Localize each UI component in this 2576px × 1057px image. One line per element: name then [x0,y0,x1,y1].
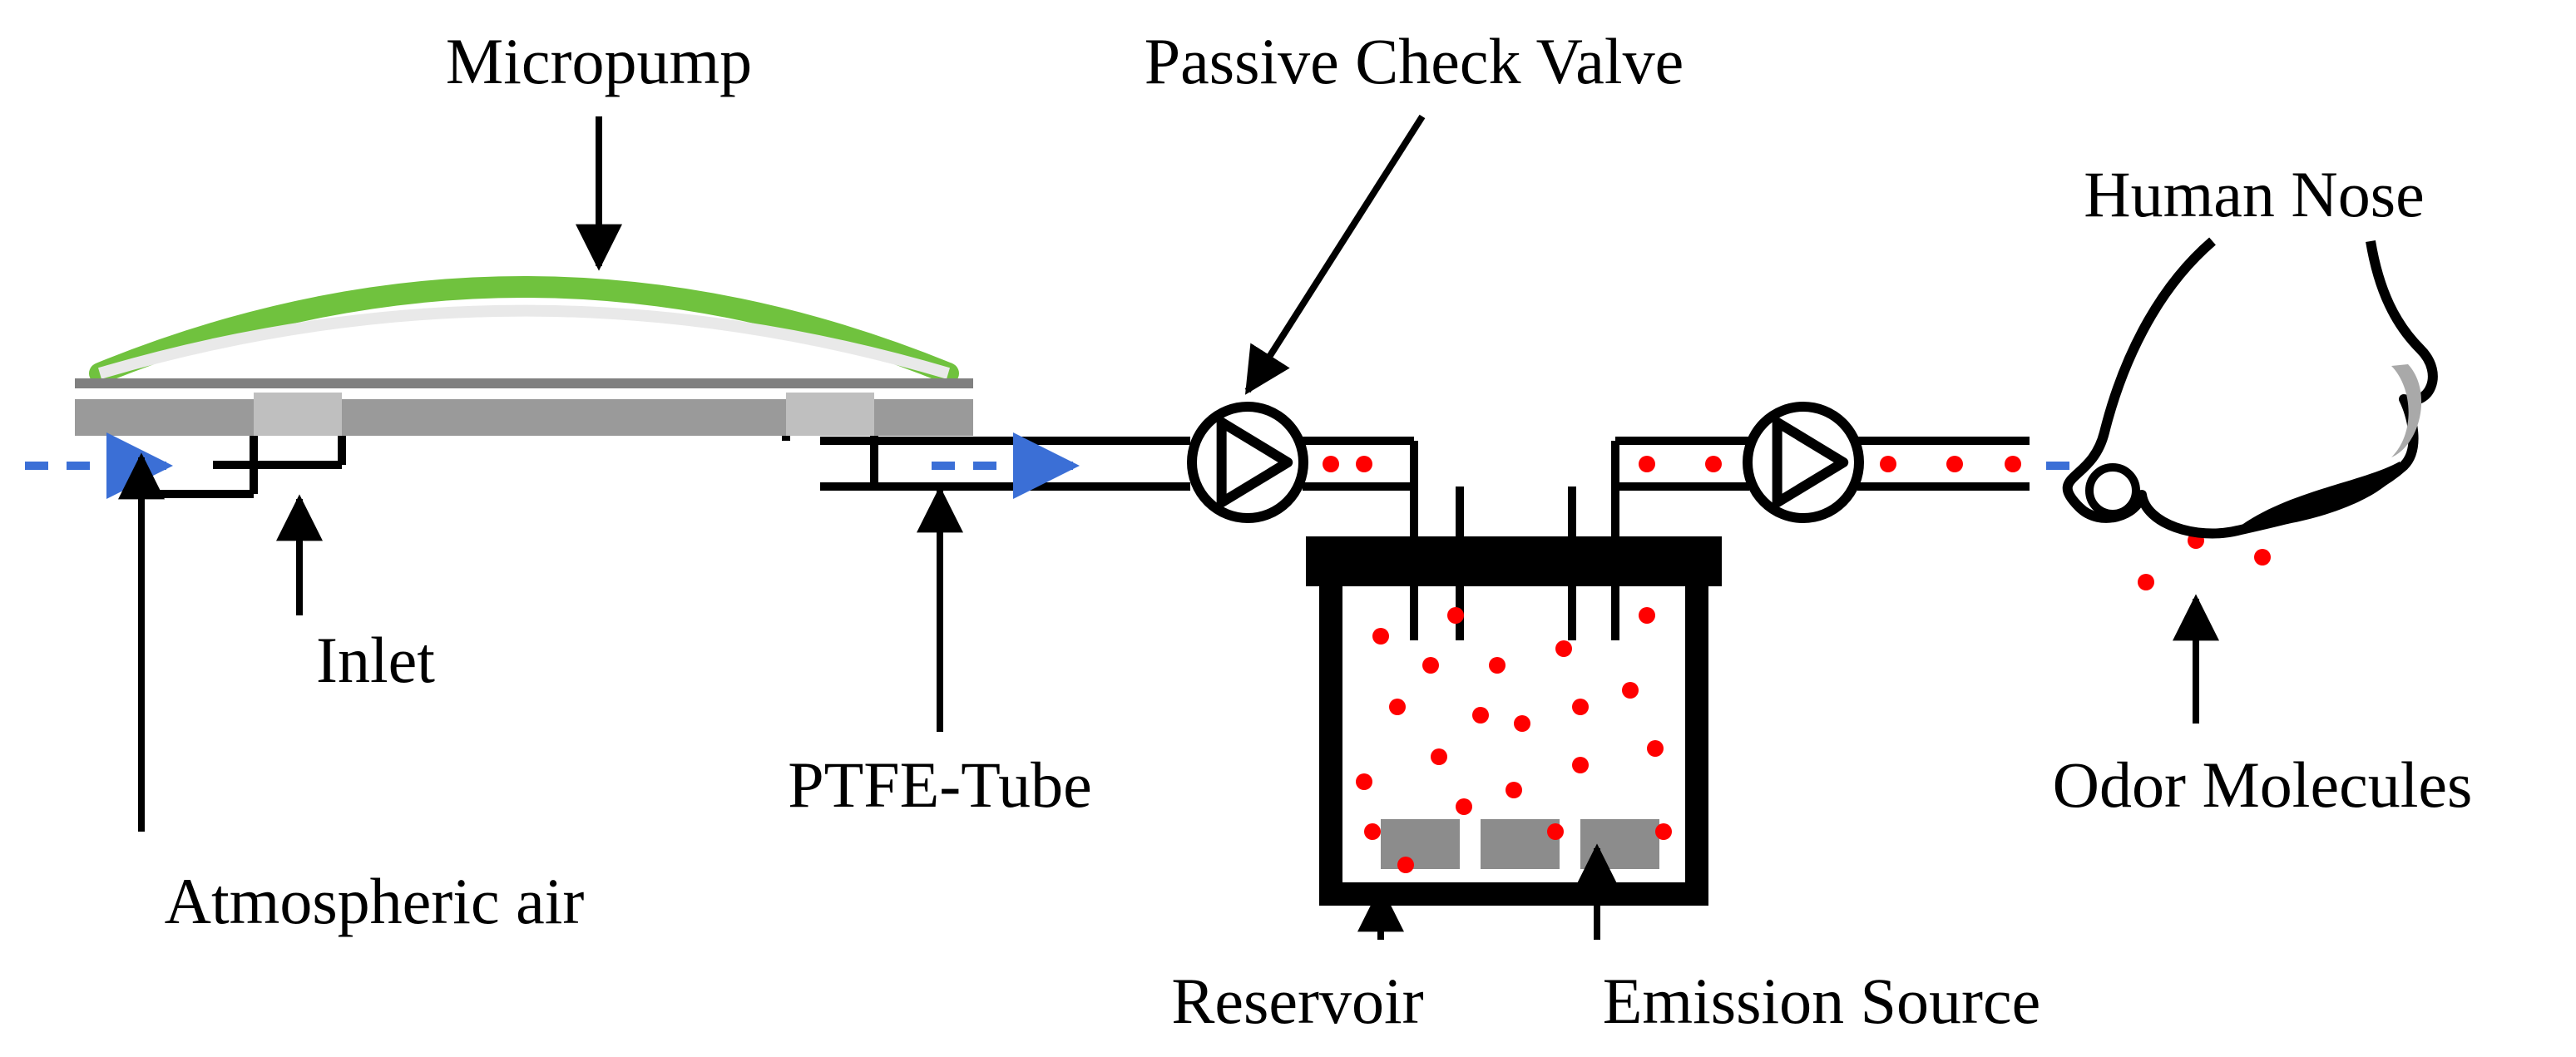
odor-dot [1572,757,1589,773]
odor-dot [1422,657,1439,674]
check-valve [1748,407,1859,518]
label-emission-source: Emission Source [1603,965,2040,1037]
odor-dot [1472,707,1489,724]
odor-dot [1456,798,1472,815]
odor-dot [1506,782,1522,798]
odor-dot [1389,699,1406,715]
label-arrow [1248,116,1422,391]
odor-dot [1364,823,1381,840]
odor-dot [1356,773,1372,790]
odor-dot [1639,607,1655,624]
odor-dot [1447,607,1464,624]
micropump-body [874,399,973,436]
micropump-body [75,399,254,436]
emission-block [1580,819,1659,869]
odor-dot [1647,740,1664,757]
label-ptfe-tube: PTFE-Tube [788,748,1092,821]
odor-dot [2254,549,2271,566]
odor-dot [1547,823,1564,840]
reservoir [1306,536,1722,894]
odor-dot [1880,456,1896,472]
odor-dot [1622,682,1639,699]
label-passive-valve: Passive Check Valve [1145,25,1684,97]
label-micropump: Micropump [446,25,752,97]
micropump [75,287,973,494]
odor-dot [1489,657,1506,674]
odor-dot [1514,715,1530,732]
odor-dot [1431,748,1447,765]
inlet-pipe-open [154,465,342,494]
emission-block [1381,819,1460,869]
odor-dot [1397,857,1414,873]
odor-dot [1946,456,1963,472]
label-inlet: Inlet [316,624,435,696]
label-human-nose: Human Nose [2084,158,2424,230]
odor-dot [1705,456,1722,472]
label-odor-molecules: Odor Molecules [2053,748,2473,821]
micropump-bar-top [75,378,973,388]
odor-dot [2138,574,2154,590]
check-valve [1192,407,1303,518]
odor-dot [1555,640,1572,657]
human-nose [2068,241,2433,533]
micropump-membrane [100,287,948,373]
odor-dot [1323,456,1339,472]
odor-dot [1639,456,1655,472]
micropump-body [342,399,786,436]
micropump-port [786,393,874,436]
reservoir-lid [1306,536,1722,586]
micropump-port [254,393,342,436]
odor-dot [2005,456,2021,472]
odor-dot [1572,699,1589,715]
label-atmospheric-air: Atmospheric air [165,865,585,937]
emission-block [1481,819,1560,869]
odor-dot [1356,456,1372,472]
odor-dot [1655,823,1672,840]
label-reservoir: Reservoir [1171,965,1423,1037]
odor-dot [1372,628,1389,645]
